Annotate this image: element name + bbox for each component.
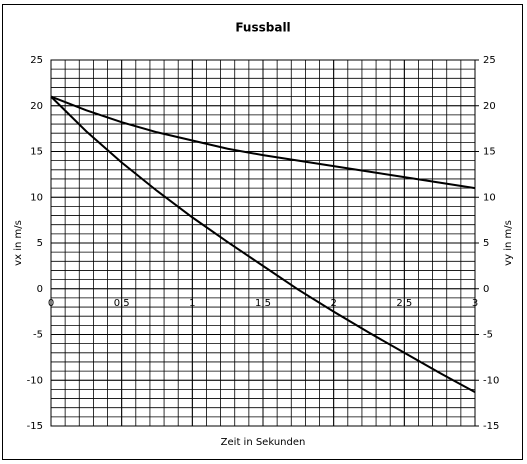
y-axis-label: vx in m/s xyxy=(13,220,24,266)
y2-tick-label: 15 xyxy=(483,147,496,158)
series-line xyxy=(50,95,476,190)
x-axis-label: Zeit in Sekunden xyxy=(221,437,306,448)
y-tick-label: 0 xyxy=(37,284,43,295)
y2-tick-label: 20 xyxy=(483,101,496,112)
y-tick-label: -10 xyxy=(27,375,43,386)
y-tick-label: 25 xyxy=(30,55,43,66)
y-tick-label: 10 xyxy=(30,192,43,203)
y-tick-label: 15 xyxy=(30,147,43,158)
y2-tick-label: -5 xyxy=(483,330,493,341)
y-tick-label: 20 xyxy=(30,101,43,112)
y2-tick-label: -10 xyxy=(483,375,499,386)
series-line xyxy=(50,95,476,394)
y-tick-label: -15 xyxy=(27,421,43,432)
y2-axis-label: vy in m/s xyxy=(503,220,514,266)
chart-title: Fussball xyxy=(235,21,290,35)
y2-tick-label: -15 xyxy=(483,421,499,432)
y-tick-label: 5 xyxy=(37,238,43,249)
y2-tick-label: 5 xyxy=(483,238,489,249)
y-tick-label: -5 xyxy=(33,330,43,341)
y2-tick-label: 25 xyxy=(483,55,496,66)
plot-border xyxy=(50,59,476,427)
y2-tick-label: 10 xyxy=(483,192,496,203)
y2-tick-label: 0 xyxy=(483,284,489,295)
